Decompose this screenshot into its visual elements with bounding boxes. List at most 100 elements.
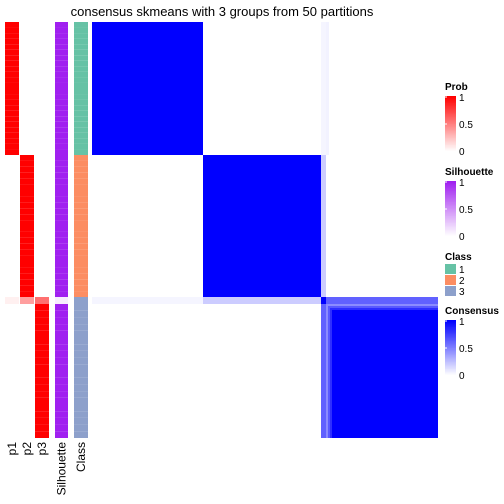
legend-gradient-step (445, 224, 456, 227)
class-cell (74, 88, 88, 95)
legend-gradient-step (445, 366, 456, 369)
p1-cell (5, 371, 19, 378)
legend-gradient-step (445, 353, 456, 356)
legend-gradient-step (445, 128, 456, 131)
silhouette-cell (55, 44, 68, 50)
legend-gradient-step (445, 108, 456, 111)
p3-cell (35, 357, 49, 365)
legend-gradient-step (445, 145, 456, 147)
p1-cell (5, 166, 19, 173)
class-cell (74, 94, 88, 100)
p1-cell (5, 350, 19, 358)
p2-cell (20, 220, 34, 226)
legend-gradient-step (445, 124, 456, 126)
p1-cell (5, 196, 19, 203)
legend-gradient-step (445, 183, 456, 186)
class-cell (74, 411, 88, 418)
silhouette-cell (55, 371, 68, 378)
class-cell (74, 330, 88, 338)
p2-cell (20, 172, 34, 179)
class-cell (74, 214, 88, 221)
legend-gradient-step (445, 100, 456, 103)
legend-gradient-step (445, 335, 456, 338)
p3-cell (35, 214, 49, 221)
legend-swatch-class-3 (445, 286, 456, 296)
p3-cell (35, 160, 49, 167)
legend-gradient-step (445, 322, 456, 325)
class-cell (74, 77, 88, 83)
p3-cell (35, 397, 49, 405)
p2-cell (20, 397, 34, 405)
silhouette-cell (55, 220, 68, 226)
p3-cell (35, 99, 49, 106)
p2-cell (20, 255, 34, 262)
p3-cell (35, 404, 49, 412)
p1-cell (5, 237, 19, 244)
p3-cell (35, 424, 49, 432)
silhouette-cell (55, 77, 68, 83)
class-cell (74, 350, 88, 358)
class-cell (74, 431, 88, 438)
p3-cell (35, 55, 49, 61)
class-cell (74, 166, 88, 173)
p3-cell (35, 377, 49, 385)
class-cell (74, 60, 88, 67)
p2-cell (20, 431, 34, 438)
legend-gradient-step (445, 189, 456, 192)
p2-cell (20, 27, 34, 34)
legend-gradient-step (445, 362, 456, 364)
legend-gradient-step (445, 349, 456, 352)
legend-gradient-step (445, 332, 456, 335)
class-cell (74, 149, 88, 155)
p1-cell (5, 226, 19, 232)
p1-cell (5, 143, 19, 150)
p1-cell (5, 202, 19, 209)
p3-cell (35, 38, 49, 45)
silhouette-cell (55, 121, 68, 128)
silhouette-cell (55, 190, 68, 197)
legend-gradient-step (445, 192, 456, 195)
class-cell (74, 143, 88, 150)
p2-cell (20, 184, 34, 191)
p3-cell (35, 350, 49, 358)
p2-cell (20, 138, 34, 144)
legend-gradient-step (445, 228, 456, 231)
silhouette-cell (55, 357, 68, 365)
legend-gradient-step (445, 221, 456, 224)
p3-cell (35, 337, 49, 345)
legend-gradient-step (445, 143, 456, 146)
p3-cell (35, 371, 49, 378)
p2-cell (20, 33, 34, 39)
legend-gradient-step (445, 218, 456, 221)
p2-cell (20, 71, 34, 78)
p1-cell (5, 317, 19, 325)
silhouette-cell (55, 397, 68, 405)
column-label-p2: p2 (20, 442, 34, 456)
p3-cell (35, 267, 49, 274)
legend-gradient-step (445, 364, 456, 367)
silhouette-cell (55, 214, 68, 221)
silhouette-cell (55, 38, 68, 45)
legend-gradient-step (445, 98, 456, 101)
block3-edge-column (328, 306, 330, 438)
silhouette-cell (55, 291, 68, 297)
p3-cell (35, 149, 49, 155)
p2-cell (20, 243, 34, 250)
column-label-silhouette: Silhouette (55, 442, 69, 496)
silhouette-cell (55, 105, 68, 111)
p3-cell (35, 88, 49, 95)
legend-gradient-step (445, 363, 456, 366)
legend-gradient-step (445, 355, 456, 357)
legend-gradient-step (445, 185, 456, 188)
p1-cell (5, 243, 19, 250)
legend-gradient-step (445, 139, 456, 142)
p1-cell (5, 184, 19, 191)
class-cell (74, 190, 88, 197)
p3-cell (35, 255, 49, 262)
p2-cell (20, 273, 34, 280)
p1-cell (5, 155, 19, 161)
silhouette-cell (55, 261, 68, 268)
legend-gradient-step (445, 342, 456, 345)
class-cell (74, 27, 88, 34)
p3-cell (35, 226, 49, 232)
